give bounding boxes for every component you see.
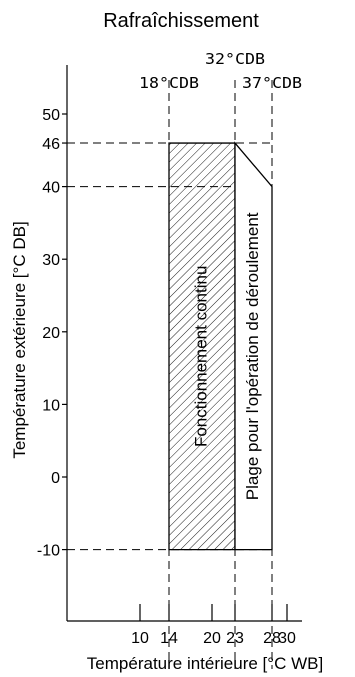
y-tick-label: 50 (42, 107, 60, 124)
top-markers: 18°CDB 32°CDB 37°CDB (139, 50, 302, 92)
diagram-title: Rafraîchissement (103, 10, 259, 32)
x-tick-label: 10 (131, 630, 149, 647)
continuous-operation-label: Fonctionnement continu (191, 266, 210, 447)
y-tick-label: 30 (42, 252, 60, 269)
y-tick-label: -10 (37, 543, 60, 560)
defrost-operation-label: Plage pour l'opération de déroulement (243, 212, 262, 500)
top-marker-label: 37°CDB (242, 74, 302, 92)
x-axis-label: Température intérieure [°C WB] (87, 654, 323, 673)
defrost-operation-region (234, 141, 273, 551)
top-marker-label: 32°CDB (205, 50, 265, 68)
y-tick-label: 46 (42, 136, 60, 153)
top-marker-label: 18°CDB (139, 74, 199, 92)
x-tick-label: 20 (203, 630, 221, 647)
x-tick-label: 14 (160, 630, 178, 647)
y-tick-label: 10 (42, 397, 60, 414)
x-tick-label: 30 (278, 630, 296, 647)
y-axis-label: Température extérieure [°C DB] (10, 221, 29, 458)
operating-regions: Fonctionnement continu Plage pour l'opéra… (168, 141, 273, 551)
y-tick-label: 40 (42, 180, 60, 197)
x-tick-label: 23 (226, 630, 244, 647)
y-tick-label: 20 (42, 325, 60, 342)
x-tick-label: 28 (263, 630, 281, 647)
y-tick-label: 0 (51, 470, 60, 487)
y-axis-ticks: -10 0 10 20 30 40 46 50 (37, 107, 67, 560)
